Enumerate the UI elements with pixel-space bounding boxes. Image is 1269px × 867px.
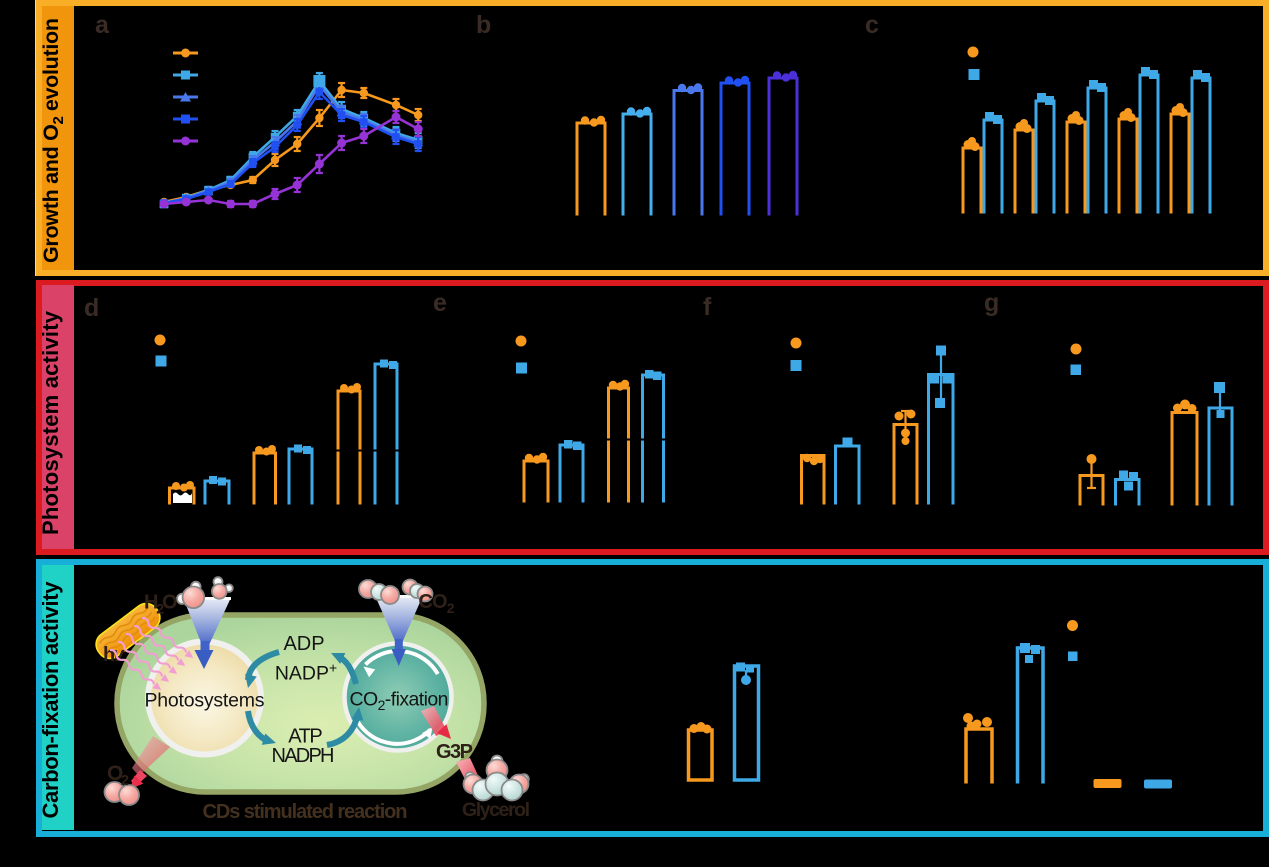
svg-text:CDs stimulated reaction: CDs stimulated reaction	[203, 801, 408, 823]
svg-text:f: f	[703, 293, 712, 321]
svg-text:d: d	[84, 294, 99, 322]
svg-text:c: c	[865, 11, 879, 39]
svg-text:Carbon-fixation activity: Carbon-fixation activity	[38, 581, 63, 819]
svg-text:Growth and O2​ evolution: Growth and O2​ evolution	[39, 18, 67, 263]
svg-text:CO2-fixation: CO2-fixation	[350, 689, 449, 714]
svg-text:ADP: ADP	[283, 633, 324, 655]
svg-text:Glycerol: Glycerol	[462, 799, 530, 821]
svg-text:e: e	[433, 289, 447, 317]
svg-text:b: b	[476, 11, 491, 39]
svg-text:NADP+: NADP+	[275, 660, 337, 685]
svg-text:Photosystems: Photosystems	[145, 690, 265, 712]
svg-text:Photosystem activity: Photosystem activity	[38, 310, 63, 535]
svg-text:ATP: ATP	[288, 726, 323, 748]
svg-text:a: a	[95, 11, 110, 39]
svg-text:H2O: H2O	[144, 592, 178, 617]
svg-text:hv: hv	[103, 644, 126, 666]
svg-text:G3P: G3P	[436, 741, 473, 763]
svg-text:g: g	[984, 289, 999, 317]
svg-text:NADPH: NADPH	[272, 745, 335, 767]
